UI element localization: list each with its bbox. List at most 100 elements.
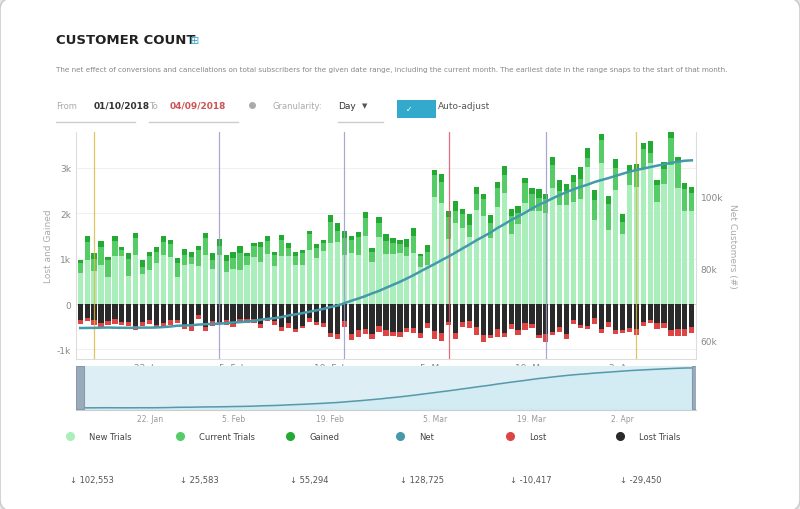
Bar: [293, 329, 298, 332]
Bar: [91, 321, 97, 325]
Bar: [606, 304, 611, 322]
Bar: [196, 266, 201, 304]
Bar: [279, 304, 284, 327]
Bar: [210, 260, 215, 269]
Bar: [362, 237, 368, 304]
Bar: [106, 261, 110, 277]
Bar: [439, 175, 444, 183]
Bar: [411, 304, 417, 329]
Bar: [217, 239, 222, 246]
Bar: [654, 323, 660, 330]
Bar: [564, 192, 570, 206]
Bar: [189, 326, 194, 331]
Bar: [654, 304, 660, 323]
Bar: [251, 244, 257, 246]
Bar: [599, 135, 604, 140]
Bar: [634, 171, 639, 187]
Bar: [530, 324, 534, 328]
Bar: [293, 253, 298, 257]
Bar: [404, 329, 410, 332]
Bar: [355, 331, 361, 337]
Bar: [641, 170, 646, 304]
Bar: [279, 327, 284, 331]
Bar: [321, 251, 326, 304]
Bar: [342, 304, 347, 321]
Bar: [626, 329, 632, 332]
Bar: [161, 256, 166, 304]
Bar: [244, 254, 250, 257]
Bar: [578, 167, 583, 179]
Bar: [530, 304, 534, 324]
Bar: [550, 166, 555, 188]
Bar: [349, 237, 354, 241]
Bar: [613, 169, 618, 191]
Bar: [133, 304, 138, 326]
Bar: [168, 241, 173, 244]
Bar: [258, 262, 263, 304]
Bar: [390, 333, 395, 336]
Bar: [488, 238, 493, 304]
Bar: [494, 304, 500, 330]
Bar: [196, 246, 201, 250]
Text: ↓ 102,553: ↓ 102,553: [70, 475, 114, 484]
Bar: [398, 304, 402, 332]
Bar: [446, 239, 451, 304]
Bar: [606, 322, 611, 327]
Bar: [307, 319, 312, 323]
Text: 04/09/2018: 04/09/2018: [170, 101, 226, 110]
Bar: [258, 242, 263, 248]
Bar: [404, 247, 410, 257]
Bar: [509, 209, 514, 216]
Bar: [161, 304, 166, 323]
Bar: [481, 335, 486, 343]
Bar: [223, 261, 229, 272]
Bar: [140, 274, 146, 304]
Bar: [286, 323, 291, 328]
Bar: [668, 138, 674, 165]
Bar: [383, 330, 389, 336]
Bar: [300, 304, 305, 326]
Bar: [432, 176, 438, 198]
Bar: [425, 304, 430, 323]
Bar: [328, 304, 333, 334]
Bar: [279, 256, 284, 304]
Bar: [147, 257, 152, 271]
Bar: [106, 304, 110, 321]
Bar: [536, 198, 542, 211]
Bar: [91, 260, 97, 271]
Bar: [647, 164, 653, 304]
Bar: [571, 320, 576, 324]
Bar: [342, 238, 347, 256]
Bar: [481, 194, 486, 200]
Bar: [78, 274, 82, 304]
Bar: [238, 246, 242, 253]
Bar: [557, 304, 562, 328]
Bar: [390, 255, 395, 304]
Bar: [154, 326, 159, 328]
Bar: [585, 304, 590, 326]
Bar: [147, 304, 152, 320]
Bar: [154, 252, 159, 264]
Bar: [398, 253, 402, 304]
Bar: [543, 214, 549, 304]
Bar: [668, 331, 674, 336]
Bar: [634, 304, 639, 329]
Text: The net effect of conversions and cancellations on total subscribers for the giv: The net effect of conversions and cancel…: [56, 66, 727, 72]
Bar: [189, 252, 194, 257]
Bar: [314, 304, 319, 323]
Bar: [147, 271, 152, 304]
Bar: [91, 271, 97, 304]
Bar: [390, 243, 395, 255]
Bar: [175, 277, 180, 304]
Bar: [626, 172, 632, 185]
Bar: [223, 256, 229, 261]
Bar: [112, 320, 118, 324]
Bar: [91, 304, 97, 321]
Text: ↓ -29,450: ↓ -29,450: [620, 475, 662, 484]
Bar: [119, 257, 125, 304]
Bar: [189, 257, 194, 265]
Bar: [398, 244, 402, 253]
Bar: [266, 304, 270, 319]
Bar: [564, 334, 570, 340]
Bar: [362, 329, 368, 334]
